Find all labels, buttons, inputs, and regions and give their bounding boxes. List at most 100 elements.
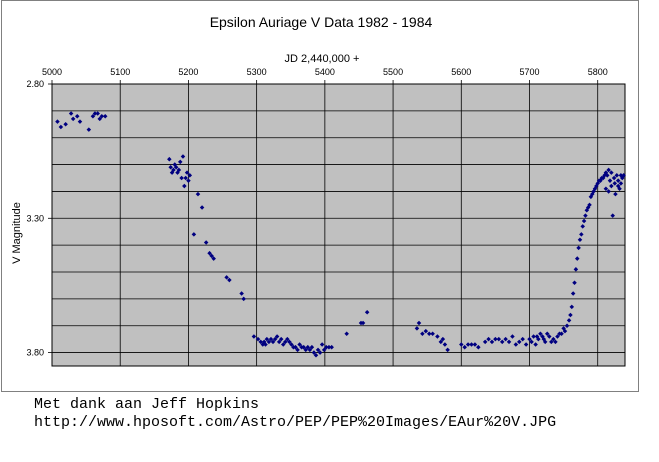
data-point [499,339,505,345]
data-point [469,342,474,347]
x-tick-label: 5700 [519,67,539,77]
x-tick-label: 5100 [110,67,130,77]
data-point [430,331,435,337]
data-point [92,111,98,116]
data-point [280,342,286,347]
y-tick-labels: 2.80 3.30 3.80 [26,79,44,358]
data-point [319,342,325,347]
data-point [574,256,580,261]
data-point [564,323,570,328]
data-point [90,113,96,119]
data-points [55,111,626,358]
data-point [97,116,103,122]
data-point [68,111,74,116]
data-point [538,331,543,337]
data-point [344,331,349,337]
data-point [513,342,519,347]
data-point [573,267,579,272]
data-point [510,334,515,339]
data-point [77,119,83,124]
data-point [276,339,282,345]
x-tick-label: 5800 [588,67,608,77]
data-point [264,336,270,342]
y-axis-label: V Magnitude [11,202,23,264]
data-point [278,336,284,342]
gridlines [48,80,625,366]
data-point [442,342,448,347]
y-tick-label: 3.30 [26,213,44,223]
x-tick-label: 5400 [315,67,335,77]
data-point [416,320,422,326]
data-point [301,344,306,350]
data-point [255,336,261,342]
data-point [542,339,548,345]
data-point [55,119,60,124]
chart-frame: Epsilon Auriage V Data 1982 - 1984 JD 2,… [1,0,639,392]
data-point [317,350,323,355]
data-point [423,328,429,334]
data-point [311,350,317,355]
data-point [326,344,332,350]
data-point [536,336,541,342]
data-point [329,344,334,350]
data-point [529,339,534,345]
data-point [258,339,263,345]
credit-text: Met dank aan Jeff Hopkins [34,396,260,413]
x-tick-label: 5600 [451,67,471,77]
data-point [551,336,556,342]
data-point [307,347,313,353]
data-point [438,339,444,345]
data-point [295,347,300,353]
data-point [496,336,502,342]
data-point [315,347,321,353]
data-point [555,334,560,339]
data-point [227,277,232,283]
data-point [263,342,268,347]
data-point [364,310,370,315]
data-point [297,342,302,347]
data-point [476,344,481,350]
data-point [527,336,532,342]
data-point [493,336,498,342]
plot-area [51,83,626,367]
data-point [572,280,577,286]
data-point [465,342,471,347]
data-point [241,296,246,302]
data-point [360,320,366,326]
data-point [303,347,309,353]
data-point [562,328,568,334]
data-point [482,339,488,345]
data-point [274,334,280,339]
x-tick-label: 5300 [247,67,267,77]
data-point [459,342,464,347]
y-tick-label: 2.80 [26,79,44,89]
data-point [570,291,576,296]
x-axis-label: JD 2,440,000 + [285,53,360,65]
data-point [503,336,508,342]
data-point [569,304,575,310]
scatter-chart: Epsilon Auriage V Data 1982 - 1984 JD 2,… [11,14,626,367]
data-point [266,339,272,345]
data-point [58,124,64,130]
chart-title: Epsilon Auriage V Data 1982 - 1984 [210,14,433,30]
data-point [566,318,572,323]
data-point [414,326,420,331]
y-tick-label: 3.80 [26,348,44,358]
data-point [553,339,558,345]
source-url: http://www.hposoft.com/Astro/PEP/PEP%20I… [34,414,557,431]
data-point [568,312,573,318]
data-point [99,113,105,119]
data-point [520,336,525,342]
data-point [435,334,440,339]
data-point [323,344,329,350]
data-point [305,344,311,350]
data-point [523,342,529,347]
x-tick-labels: 5000 5100 5200 5300 5400 5500 5600 5700 5800 [42,67,608,77]
data-point [420,331,425,337]
data-point [426,331,432,337]
data-point [313,352,319,358]
data-point [559,331,564,337]
data-point [445,347,450,353]
x-tick-label: 5000 [42,67,62,77]
data-point [489,339,495,345]
